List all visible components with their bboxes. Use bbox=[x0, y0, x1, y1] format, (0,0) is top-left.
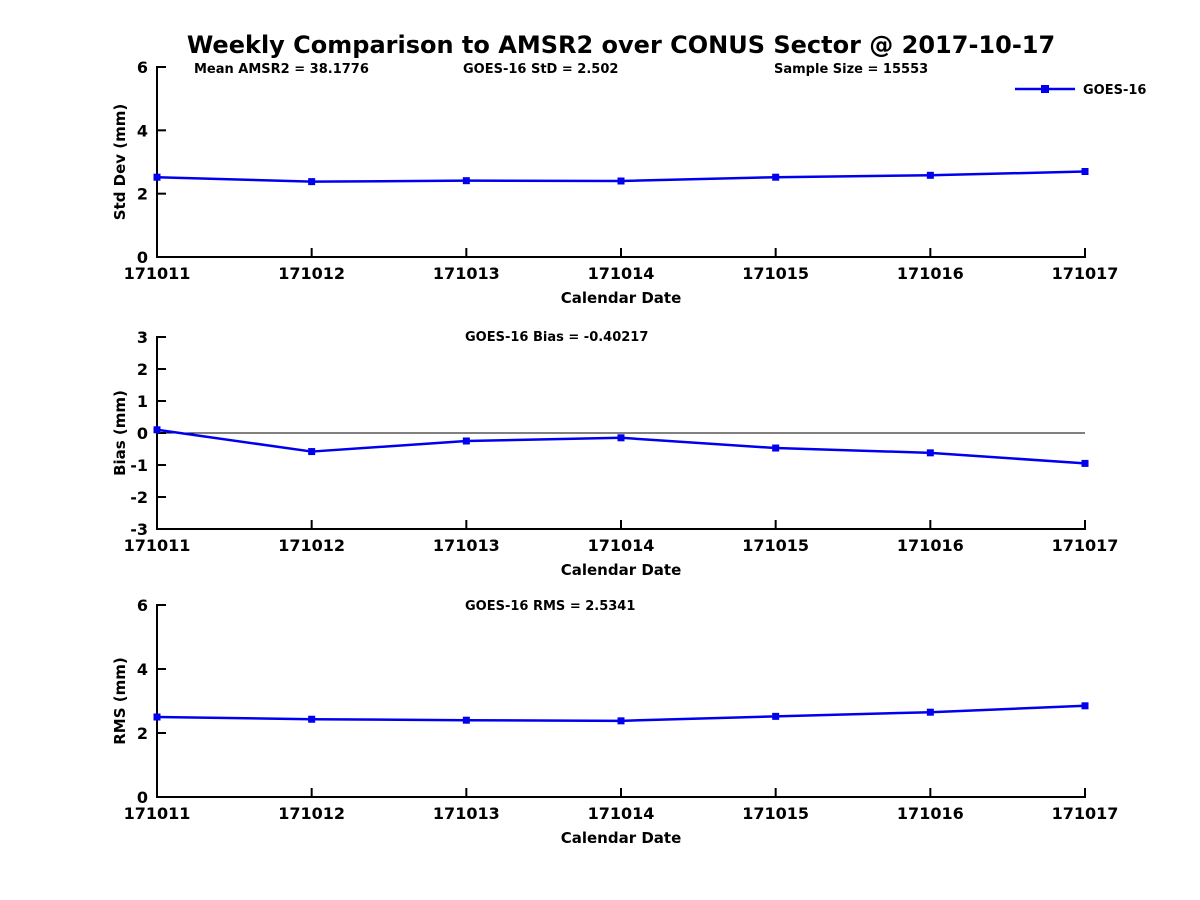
y-tick-label: 2 bbox=[137, 724, 148, 743]
ylabel-bias: Bias (mm) bbox=[111, 390, 129, 476]
y-tick-label: 3 bbox=[137, 328, 148, 347]
data-point bbox=[926, 449, 934, 457]
data-point bbox=[153, 173, 161, 181]
ylabel-rms: RMS (mm) bbox=[111, 657, 129, 744]
data-point bbox=[772, 173, 780, 181]
x-tick-label: 171015 bbox=[742, 804, 809, 823]
y-tick-label: -3 bbox=[130, 520, 148, 539]
data-point bbox=[308, 715, 316, 723]
data-point bbox=[153, 713, 161, 721]
data-point bbox=[926, 708, 934, 716]
data-point bbox=[462, 437, 470, 445]
figure-title: Weekly Comparison to AMSR2 over CONUS Se… bbox=[187, 31, 1055, 59]
legend-label: GOES-16 bbox=[1083, 83, 1146, 98]
data-point bbox=[153, 426, 161, 434]
y-tick-label: 0 bbox=[137, 424, 148, 443]
y-tick-label: 2 bbox=[137, 185, 148, 204]
annotation-sample-size: Sample Size = 15553 bbox=[774, 62, 928, 77]
x-tick-label: 171012 bbox=[278, 804, 345, 823]
x-tick-label: 171017 bbox=[1052, 536, 1119, 555]
y-tick-label: 6 bbox=[137, 596, 148, 615]
y-tick-label: 6 bbox=[137, 58, 148, 77]
x-tick-label: 171011 bbox=[124, 804, 191, 823]
x-tick-label: 171012 bbox=[278, 264, 345, 283]
x-tick-label: 171016 bbox=[897, 536, 964, 555]
y-tick-label: -2 bbox=[130, 488, 148, 507]
annotation-goes16-bias: GOES-16 Bias = -0.40217 bbox=[465, 330, 648, 345]
x-tick-label: 171015 bbox=[742, 536, 809, 555]
data-point bbox=[617, 434, 625, 442]
x-tick-label: 171017 bbox=[1052, 264, 1119, 283]
y-tick-label: 2 bbox=[137, 360, 148, 379]
ylabel-stddev: Std Dev (mm) bbox=[111, 104, 129, 221]
data-point bbox=[462, 716, 470, 724]
data-point bbox=[926, 171, 934, 179]
plots-group: 0 2 4 6 171011 171012 171013 171014 171015 171016… bbox=[124, 58, 1119, 823]
data-point bbox=[772, 444, 780, 452]
annotation-mean-amsr2: Mean AMSR2 = 38.1776 bbox=[194, 62, 369, 77]
data-point bbox=[462, 177, 470, 185]
x-tick-label: 171014 bbox=[588, 264, 655, 283]
y-tick-label: 4 bbox=[137, 660, 148, 679]
y-tick-label: 0 bbox=[137, 248, 148, 267]
subplot-1: 0 2 4 6 171011 171012 171013 171014 171015 171016… bbox=[124, 58, 1119, 283]
annotation-goes16-std: GOES-16 StD = 2.502 bbox=[463, 62, 618, 77]
x-tick-label: 171013 bbox=[433, 264, 500, 283]
y-tick-label: -1 bbox=[130, 456, 148, 475]
x-tick-label: 171011 bbox=[124, 264, 191, 283]
data-point bbox=[1081, 168, 1089, 175]
legend-marker-icon bbox=[1041, 85, 1049, 93]
data-point bbox=[617, 177, 625, 185]
axis-spines bbox=[156, 604, 1086, 798]
data-point bbox=[772, 712, 780, 720]
data-point bbox=[617, 717, 625, 725]
x-tick-label: 171014 bbox=[588, 804, 655, 823]
data-point bbox=[308, 448, 316, 456]
axis-spines bbox=[156, 66, 1086, 258]
x-tick-label: 171015 bbox=[742, 264, 809, 283]
y-tick-label: 0 bbox=[137, 788, 148, 807]
x-tick-label: 171013 bbox=[433, 804, 500, 823]
x-tick-label: 171012 bbox=[278, 536, 345, 555]
y-tick-label: 4 bbox=[137, 121, 148, 140]
subplot-3: 0 2 4 6 171011 171012 171013 171014 171015 171016… bbox=[124, 596, 1119, 823]
xlabel-calendar-date-1: Calendar Date bbox=[561, 289, 682, 307]
x-tick-label: 171016 bbox=[897, 264, 964, 283]
xlabel-calendar-date-2: Calendar Date bbox=[561, 561, 682, 579]
data-point bbox=[1081, 702, 1089, 710]
y-tick-label: 1 bbox=[137, 392, 148, 411]
x-tick-label: 171016 bbox=[897, 804, 964, 823]
annotation-goes16-rms: GOES-16 RMS = 2.5341 bbox=[465, 599, 635, 614]
x-tick-label: 171013 bbox=[433, 536, 500, 555]
x-tick-label: 171011 bbox=[124, 536, 191, 555]
x-tick-label: 171017 bbox=[1052, 804, 1119, 823]
data-point bbox=[308, 178, 316, 186]
x-tick-label: 171014 bbox=[588, 536, 655, 555]
xlabel-calendar-date-3: Calendar Date bbox=[561, 829, 682, 847]
data-point bbox=[1081, 459, 1089, 467]
legend: GOES-16 bbox=[1015, 83, 1146, 98]
